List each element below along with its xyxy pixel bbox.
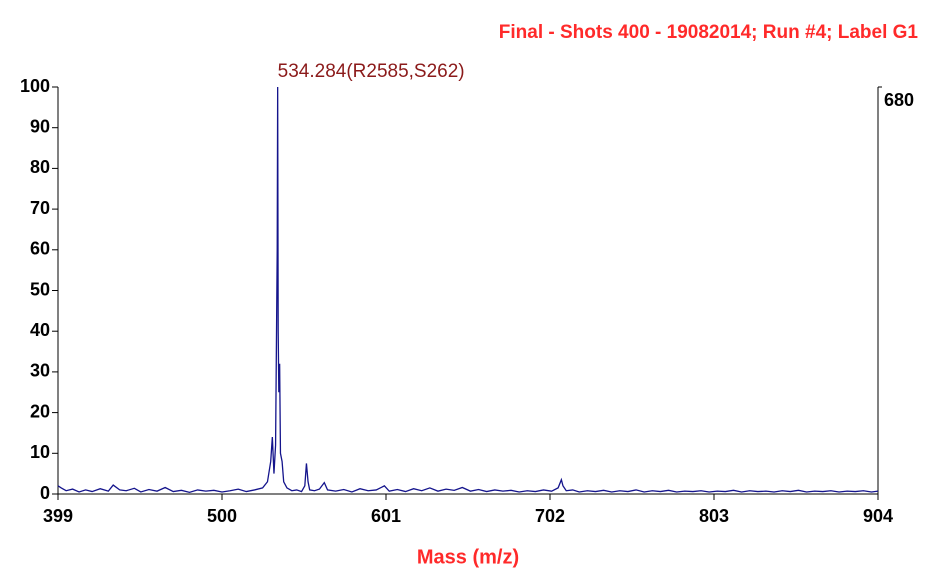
y-tick-label: 30 (30, 361, 50, 381)
x-tick-label: 702 (535, 506, 565, 526)
x-axis-label: Mass (m/z) (417, 546, 519, 568)
y-tick-label: 80 (30, 157, 50, 177)
y-tick-label: 20 (30, 401, 50, 421)
y-tick-label: 50 (30, 279, 50, 299)
x-tick-label: 399 (43, 506, 73, 526)
peak-annotation: 534.284(R2585,S262) (278, 61, 465, 82)
y-tick-label: 40 (30, 320, 50, 340)
x-tick-label: 904 (863, 506, 893, 526)
y-tick-label: 100 (20, 76, 50, 96)
y2-tick-label: 680 (884, 90, 914, 110)
x-tick-label: 500 (207, 506, 237, 526)
chart-title: Final - Shots 400 - 19082014; Run #4; La… (499, 22, 919, 43)
x-tick-label: 803 (699, 506, 729, 526)
y-tick-label: 60 (30, 239, 50, 259)
x-tick-label: 601 (371, 506, 401, 526)
y-tick-label: 90 (30, 116, 50, 136)
y-tick-label: 10 (30, 442, 50, 462)
y-tick-label: 70 (30, 198, 50, 218)
spectrum-line (57, 86, 879, 494)
y-tick-label: 0 (40, 483, 50, 503)
